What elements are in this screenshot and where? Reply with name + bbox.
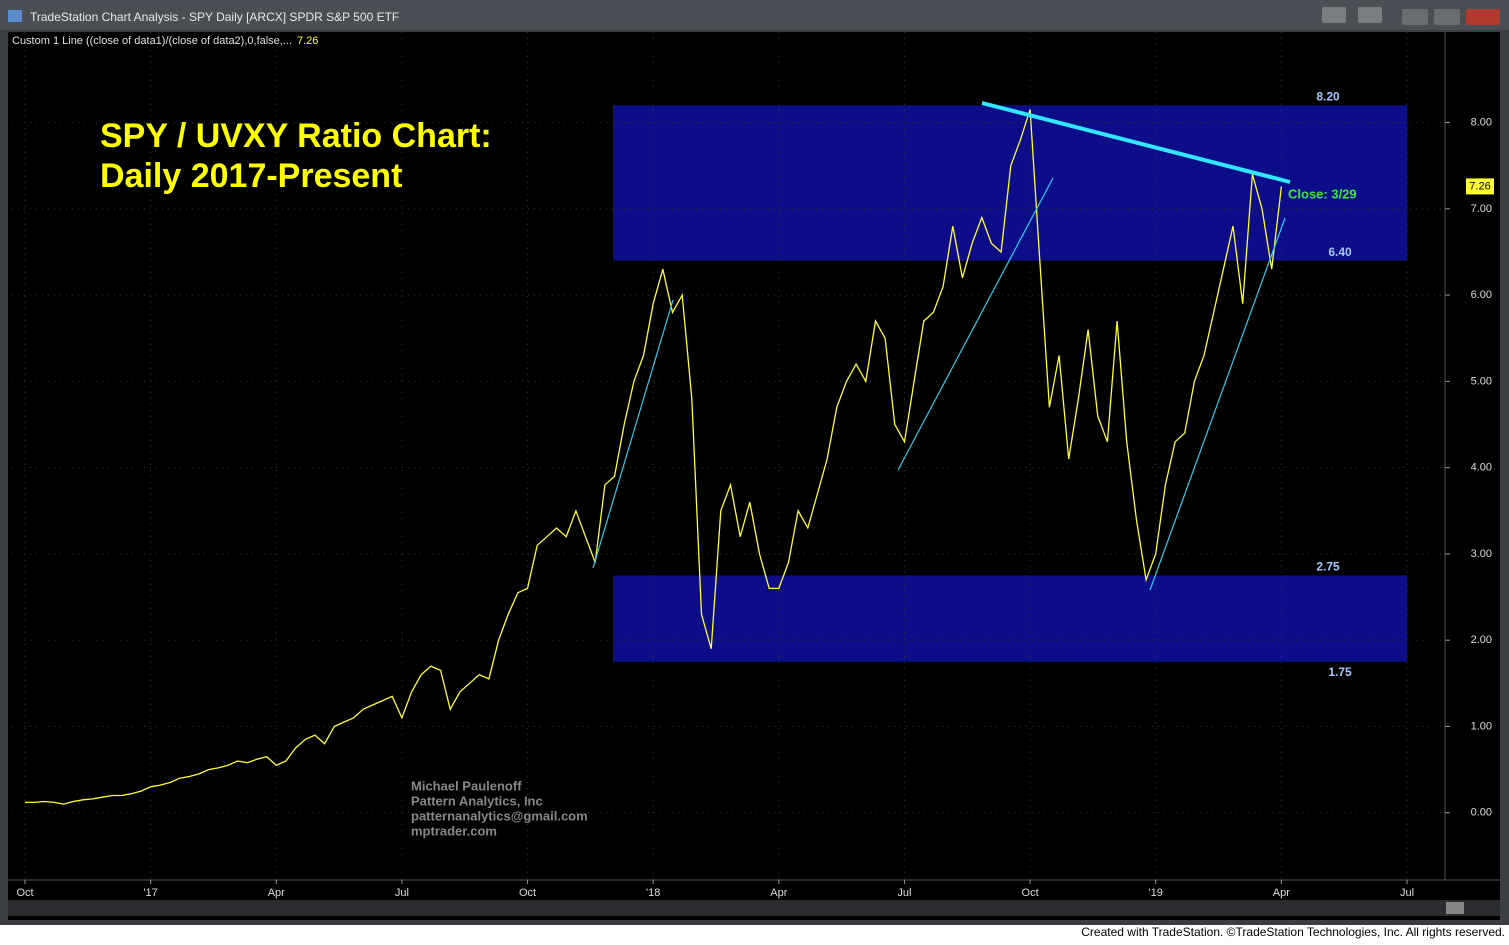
watermark: mptrader.com xyxy=(411,823,497,838)
last-value-label: 7.26 xyxy=(1469,180,1490,192)
trend-line xyxy=(1149,217,1286,591)
scrollbar[interactable] xyxy=(8,900,1500,916)
x-tick-label: Oct xyxy=(519,887,536,899)
y-tick-label: 0.00 xyxy=(1471,807,1492,819)
y-tick-label: 2.00 xyxy=(1471,634,1492,646)
x-tick-label: '19 xyxy=(1149,887,1163,899)
last-value-box xyxy=(1466,178,1494,195)
series-line xyxy=(25,109,1283,805)
y-tick-label: 7.00 xyxy=(1471,203,1492,215)
x-tick-label: Apr xyxy=(1273,887,1290,899)
band-label: 1.75 xyxy=(1328,665,1352,679)
band-label: 8.20 xyxy=(1316,89,1340,103)
y-tick-label: 5.00 xyxy=(1471,375,1492,387)
window-title: TradeStation Chart Analysis - SPY Daily … xyxy=(30,10,399,24)
x-tick-label: Oct xyxy=(16,887,33,899)
trend-line xyxy=(592,299,674,569)
x-tick-label: Oct xyxy=(1022,887,1039,899)
title-bar xyxy=(0,0,1509,30)
band xyxy=(613,575,1407,662)
indicator-value: 7.26 xyxy=(297,35,318,47)
chart-title: SPY / UVXY Ratio Chart: xyxy=(100,117,492,155)
plot: 8.20 6.40 2.75 1.75 0.00 1.00 2.00 3.00 4.00 5.00… xyxy=(12,32,1494,899)
trend-line xyxy=(897,177,1054,471)
menu-button[interactable] xyxy=(1358,7,1382,23)
band xyxy=(613,105,1407,261)
scroll-thumb[interactable] xyxy=(1446,902,1464,914)
watermark: Pattern Analytics, Inc xyxy=(411,793,543,808)
watermark: patternanalytics@gmail.com xyxy=(411,808,588,823)
x-tick-label: '17 xyxy=(143,887,157,899)
y-tick-label: 3.00 xyxy=(1471,548,1492,560)
watermark: Michael Paulenoff xyxy=(411,778,522,793)
footer: Created with TradeStation. ©TradeStation… xyxy=(1081,925,1505,939)
x-tick-label: Jul xyxy=(897,887,911,899)
minimize-button[interactable] xyxy=(1402,9,1428,25)
chart-subtitle: Daily 2017-Present xyxy=(100,157,402,195)
y-tick-label: 6.00 xyxy=(1471,289,1492,301)
x-tick-label: Jul xyxy=(1400,887,1414,899)
x-tick-label: '18 xyxy=(646,887,660,899)
band-label: 6.40 xyxy=(1328,245,1352,259)
y-tick-label: 1.00 xyxy=(1471,720,1492,732)
x-tick-label: Jul xyxy=(395,887,409,899)
x-tick-label: Apr xyxy=(268,887,285,899)
y-tick-label: 8.00 xyxy=(1471,116,1492,128)
maximize-button[interactable] xyxy=(1434,9,1460,25)
symbol-button[interactable] xyxy=(1322,7,1346,23)
app-icon xyxy=(8,10,22,22)
close-button[interactable] xyxy=(1466,9,1500,25)
indicator-label: Custom 1 Line ((close of data1)/(close o… xyxy=(12,35,292,47)
close-annotation: Close: 3/29 xyxy=(1288,186,1357,201)
y-tick-label: 4.00 xyxy=(1471,462,1492,474)
x-tick-label: Apr xyxy=(770,887,787,899)
band-label: 2.75 xyxy=(1316,560,1340,574)
resistance-line xyxy=(981,101,1291,184)
